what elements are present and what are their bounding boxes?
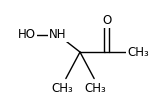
Text: NH: NH bbox=[49, 28, 67, 41]
Text: CH₃: CH₃ bbox=[85, 82, 107, 95]
Text: O: O bbox=[102, 14, 111, 27]
Text: CH₃: CH₃ bbox=[52, 82, 74, 95]
Text: HO: HO bbox=[18, 28, 36, 41]
Text: CH₃: CH₃ bbox=[127, 46, 149, 59]
